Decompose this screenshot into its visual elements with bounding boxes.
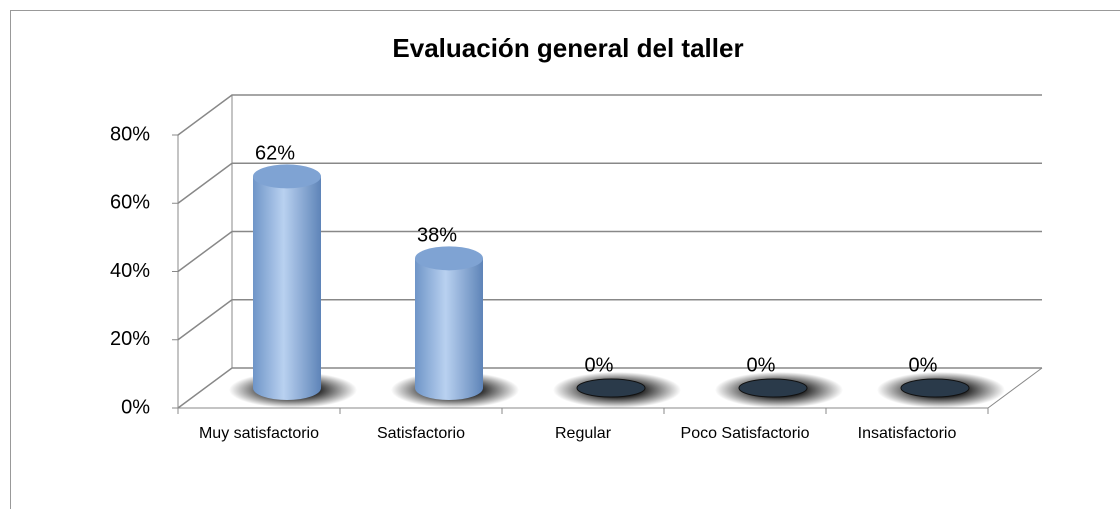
bar bbox=[253, 176, 321, 400]
y-tick-label: 60% bbox=[110, 192, 150, 214]
value-label: 0% bbox=[747, 354, 776, 376]
x-tick-label: Regular bbox=[554, 425, 612, 442]
y-tick-label: 0% bbox=[121, 396, 150, 418]
grid-line bbox=[177, 230, 1042, 273]
bar bbox=[415, 258, 483, 400]
value-label: 62% bbox=[255, 143, 295, 165]
value-label: 0% bbox=[909, 354, 938, 376]
value-label: 0% bbox=[585, 354, 614, 376]
grid-line bbox=[177, 162, 1042, 204]
grid-line bbox=[177, 367, 1042, 409]
x-tick-label: Poco Satisfactorio bbox=[680, 425, 810, 442]
chart-border bbox=[10, 10, 1120, 509]
y-tick-label: 80% bbox=[110, 123, 150, 145]
x-tick-label: Insatisfactorio bbox=[857, 425, 957, 442]
bar bbox=[576, 378, 646, 398]
y-tick-label: 20% bbox=[110, 328, 150, 350]
floor-right-edge bbox=[987, 367, 1043, 409]
y-tick-label: 40% bbox=[110, 260, 150, 282]
chart-title: Evaluación general del taller bbox=[392, 33, 743, 63]
grid-line bbox=[177, 299, 1042, 341]
bar bbox=[900, 378, 970, 398]
bar bbox=[738, 378, 808, 398]
x-tick-label: Muy satisfactorio bbox=[198, 425, 320, 442]
x-tick-label: Satisfactorio bbox=[376, 425, 466, 442]
grid-line bbox=[177, 94, 1042, 136]
bar-top bbox=[415, 246, 483, 271]
bar-top bbox=[253, 164, 321, 189]
value-label: 38% bbox=[417, 225, 457, 247]
